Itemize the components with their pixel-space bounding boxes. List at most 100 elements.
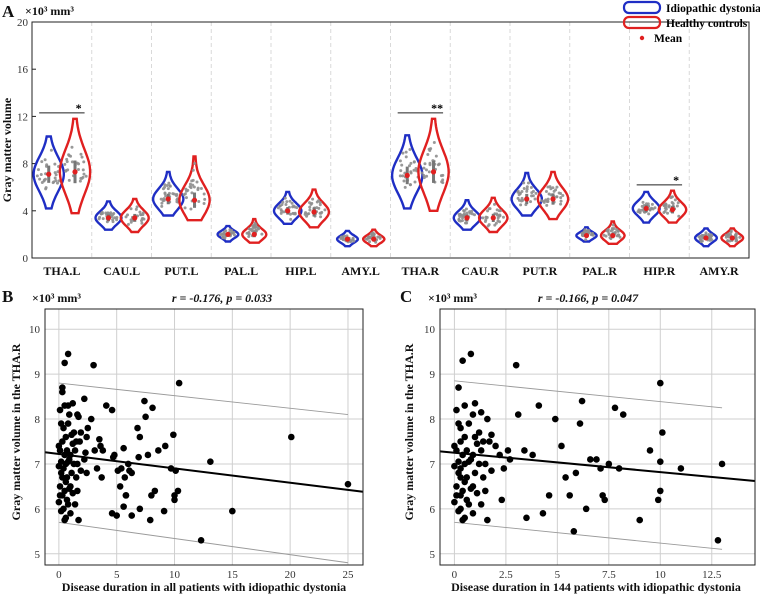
scatter-point: [467, 485, 475, 492]
violin-data-point: [160, 201, 164, 205]
violin-data-point: [587, 230, 591, 234]
violin-data-point: [49, 148, 53, 152]
scatter-point: [481, 460, 489, 468]
y-tick-label: 10: [424, 324, 436, 336]
scatter-point: [61, 516, 68, 524]
violin-data-point: [221, 232, 225, 236]
scatter-point: [492, 442, 499, 450]
scatter-point: [71, 501, 79, 508]
scatter-point: [124, 460, 132, 468]
violin-mean-marker: [643, 205, 649, 212]
panel-c-unit: ×10³ mm³: [428, 291, 477, 305]
violin-data-point: [398, 159, 402, 163]
scatter-point: [488, 467, 495, 474]
panel-c-label: C: [400, 287, 412, 306]
violin-data-point: [425, 174, 429, 178]
scatter-point: [59, 388, 66, 396]
scatter-point: [197, 536, 205, 544]
scatter-point: [108, 406, 116, 414]
violin-mean-marker: [404, 172, 410, 178]
significance-star: *: [76, 101, 82, 115]
panel-c-ticks: 0 2.5 5 7.5 10 12.5 5 6 7 8 9 10: [424, 324, 722, 581]
violin-data-point: [728, 239, 732, 243]
scatter-point: [576, 420, 584, 427]
violin-data-point: [76, 167, 80, 171]
violin-data-point: [559, 192, 563, 196]
violin-data-point: [530, 191, 534, 195]
scatter-point: [84, 424, 92, 432]
violin-data-point: [341, 237, 345, 241]
scatter-point: [70, 460, 78, 468]
legend-controls-swatch: [622, 15, 662, 30]
scatter-point: [473, 489, 481, 497]
violin-data-point: [168, 184, 172, 188]
violin-data-point: [67, 178, 71, 182]
violin-data-point: [540, 199, 544, 203]
violin-data-point: [289, 217, 293, 221]
category-label: PUT.L: [164, 264, 198, 278]
violin-data-point: [282, 210, 286, 214]
violin-data-point: [424, 168, 428, 172]
violin-data-point: [53, 162, 57, 166]
violin-data-point: [607, 232, 611, 236]
scatter-point: [453, 483, 460, 490]
violin-data-point: [55, 181, 59, 185]
y-tick-label: 8: [430, 414, 436, 426]
legend-mean-label: Mean: [654, 33, 683, 45]
violin-mean-marker: [191, 197, 198, 203]
scatter-point: [453, 447, 460, 454]
scatter-point: [90, 361, 97, 369]
violin-data-point: [426, 152, 430, 156]
scatter-point: [229, 507, 236, 515]
scatter-point: [149, 404, 156, 412]
y-tick-label: 7: [430, 459, 436, 471]
category-label: AMY.R: [700, 264, 740, 278]
scatter-point: [120, 444, 127, 452]
panel-a-violins: [32, 117, 745, 248]
scatter-point: [453, 492, 460, 499]
violin-data-point: [342, 234, 346, 238]
violin-data-point: [199, 187, 203, 191]
scatter-point: [469, 510, 477, 517]
panel-c-points: [451, 350, 726, 544]
violin-data-point: [43, 177, 47, 181]
violin-data-point: [434, 154, 438, 158]
scatter-point: [93, 465, 101, 472]
violin-data-point: [254, 223, 258, 227]
significance-star: *: [673, 173, 679, 187]
panel-b-gridlines: [45, 309, 363, 565]
scatter-point: [453, 406, 460, 414]
violin-outline: [362, 228, 386, 248]
violin-data-point: [163, 185, 167, 189]
violin-data-point: [43, 158, 47, 162]
violin-data-point: [183, 192, 187, 196]
violin-data-point: [339, 235, 343, 239]
scatter-point: [96, 435, 103, 443]
x-tick-label: 15: [227, 569, 239, 581]
x-tick-label: 0: [452, 569, 458, 581]
violin-data-point: [98, 215, 102, 219]
violin-data-point: [400, 163, 404, 167]
a-ytick-label: 12: [17, 111, 28, 123]
violin-data-point: [499, 209, 503, 213]
violin-outline: [241, 217, 268, 244]
violin-data-point: [230, 229, 234, 233]
violin-data-point: [548, 185, 552, 189]
violin-data-point: [221, 236, 225, 240]
violin-data-point: [464, 207, 468, 211]
a-ytick-label: 4: [23, 206, 29, 218]
violin-data-point: [81, 168, 85, 172]
category-label: PUT.R: [522, 264, 557, 278]
a-ytick-label: 20: [17, 17, 29, 29]
violin-data-point: [283, 196, 287, 200]
violin-mean-marker: [251, 231, 257, 237]
x-tick-label: 25: [342, 569, 354, 581]
a-ytick-label: 8: [23, 159, 29, 171]
y-tick-label: 6: [35, 504, 41, 516]
scatter-point: [558, 442, 565, 450]
violin-data-point: [191, 183, 195, 187]
violin-data-point: [428, 149, 432, 153]
violin-data-point: [495, 208, 499, 212]
y-tick-label: 5: [35, 549, 41, 561]
panel-c-gridlines: [440, 309, 755, 565]
